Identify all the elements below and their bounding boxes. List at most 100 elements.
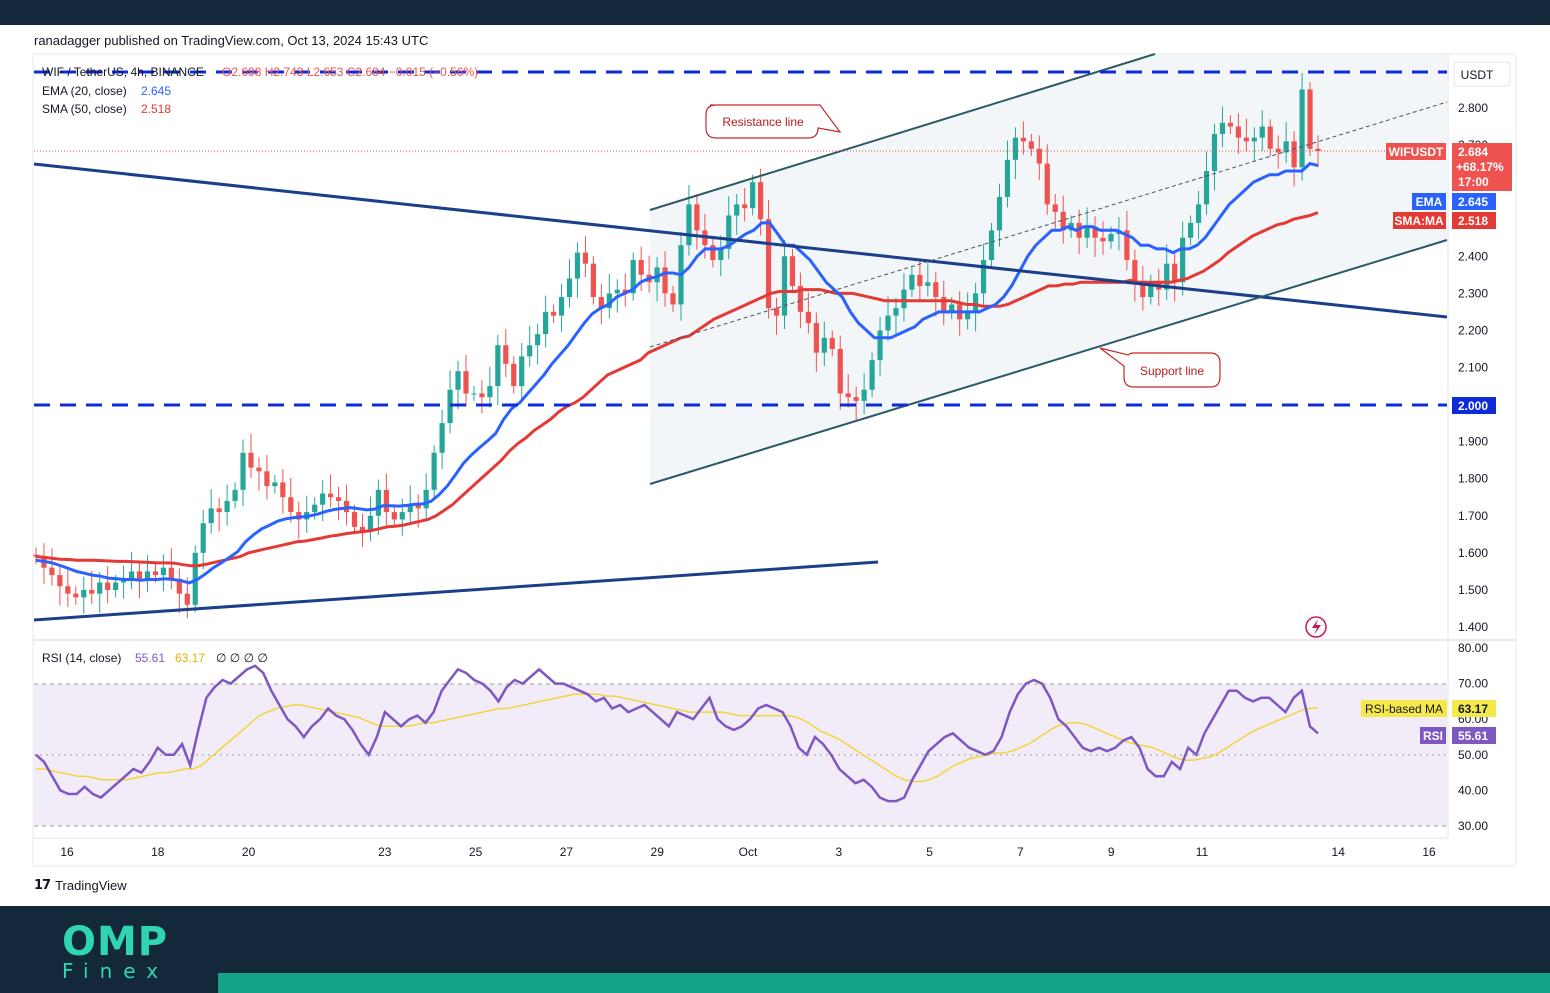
candle-body	[1251, 137, 1257, 142]
candle-body	[638, 259, 644, 275]
candle-body	[113, 582, 119, 590]
candle-body	[949, 304, 955, 312]
time-tick-label: 5	[926, 845, 933, 859]
tag-wifusdt-label: WIFUSDT	[1389, 145, 1444, 159]
candle-body	[519, 356, 525, 387]
candle-body	[431, 452, 437, 490]
candle-body	[582, 252, 589, 264]
candle-body	[503, 345, 509, 364]
candle-body	[550, 311, 557, 316]
tag-rsi-ma-label: RSI-based MA	[1365, 702, 1443, 716]
support-callout[interactable]: Support line	[1099, 347, 1221, 388]
candle-body	[264, 471, 270, 487]
price-tick-label: 1.500	[1458, 583, 1488, 597]
candle-body	[1100, 237, 1106, 242]
tag-rsi-ma[interactable]: RSI-based MA 63.17	[1361, 700, 1496, 717]
time-tick-label: 3	[835, 845, 842, 859]
lightning-icon[interactable]	[1305, 616, 1327, 638]
tag-ema-label: EMA	[1416, 195, 1443, 209]
time-tick-label: 29	[651, 845, 665, 859]
time-tick-label: 16	[60, 845, 74, 859]
tag-ema[interactable]: EMA 2.645	[1412, 193, 1496, 210]
candle-body	[980, 259, 987, 294]
candle-body	[1243, 137, 1249, 142]
channel-lower-line[interactable]	[649, 239, 1448, 485]
candle-body	[495, 345, 501, 387]
tag-sma[interactable]: SMA:MA 2.518	[1393, 212, 1496, 229]
candle-body	[758, 182, 764, 220]
time-tick-label: Oct	[739, 845, 758, 859]
candle-body	[877, 330, 883, 361]
candle-body	[312, 504, 318, 513]
tag-wifusdt-value: 2.684	[1458, 145, 1488, 159]
candle-body	[1132, 259, 1138, 283]
candle-body	[734, 204, 740, 216]
channel-upper-line[interactable]	[649, 53, 1156, 211]
candle-body	[1203, 171, 1210, 205]
price-axis[interactable]: 2.8002.7002.4002.3002.2002.1001.9001.800…	[1458, 101, 1488, 634]
candle-body	[256, 467, 262, 472]
candle-body	[710, 245, 716, 260]
candle-body	[837, 348, 843, 394]
channel-area	[650, 54, 1447, 484]
candle-body	[1020, 137, 1026, 142]
candle-body	[160, 567, 167, 576]
candle-body	[375, 489, 381, 516]
omp-logo: OMP	[62, 919, 169, 965]
candle-body	[933, 282, 939, 298]
candle-body	[996, 196, 1003, 231]
candle-body	[248, 452, 254, 468]
resistance-callout[interactable]: Resistance line	[705, 104, 842, 139]
candle-body	[917, 274, 923, 286]
rsi-tick-label: 30.00	[1458, 819, 1488, 833]
ema-legend-value: 2.645	[141, 84, 171, 98]
sma-50-line	[35, 211, 1319, 568]
ascending-trendline[interactable]	[33, 560, 879, 622]
candle-body	[1148, 282, 1154, 298]
candle-body	[57, 575, 63, 587]
time-tick-label: 16	[1422, 845, 1436, 859]
rsi-legend-extra: ∅ ∅ ∅ ∅	[216, 651, 268, 665]
candle-body	[1187, 222, 1194, 238]
candle-body	[973, 293, 979, 312]
candle-body	[1028, 141, 1034, 149]
candle-body	[965, 311, 971, 320]
tag-rsi[interactable]: RSI 55.61	[1420, 727, 1496, 744]
tag-sma-label: SMA:MA	[1394, 214, 1444, 228]
candle-body	[439, 423, 445, 453]
candle-body	[1180, 237, 1186, 283]
candle-body	[1227, 122, 1234, 127]
tag-wifusdt-countdown: 17:00	[1458, 175, 1489, 189]
candle-body	[407, 504, 413, 513]
candle-body	[1060, 211, 1066, 231]
candle-body	[1084, 226, 1090, 238]
candle-body	[168, 567, 174, 579]
time-axis[interactable]: 16 18 20 23 25 27 29 Oct 3 5 7 9 11 14 16	[60, 845, 1436, 859]
tag-rsi-label: RSI	[1423, 729, 1443, 743]
support-label: Support line	[1140, 364, 1204, 378]
candle-body	[1291, 141, 1297, 168]
chart-frame	[32, 53, 1517, 867]
candle-body	[335, 497, 342, 501]
tradingview-brand[interactable]: 17 TradingView	[34, 878, 127, 893]
candle-body	[399, 512, 405, 520]
candle-body	[97, 582, 103, 594]
candle-body	[1044, 163, 1050, 205]
top-bar	[0, 0, 1550, 25]
ema-legend-label: EMA (20, close)	[42, 84, 127, 98]
moving-averages	[35, 161, 1319, 585]
channel-midline[interactable]	[649, 101, 1448, 348]
time-tick-label: 23	[378, 845, 392, 859]
candle-body	[1219, 122, 1226, 134]
tag-level-2000[interactable]: 2.000	[1452, 397, 1496, 414]
time-tick-label: 20	[242, 845, 256, 859]
descending-trendline[interactable]	[33, 162, 1448, 319]
tag-wifusdt[interactable]: WIFUSDT 2.684 +68.17% 17:00	[1386, 143, 1512, 191]
rsi-ma-legend-value: 63.17	[175, 651, 205, 665]
candle-body	[805, 311, 811, 324]
currency-box[interactable]	[1453, 61, 1511, 87]
candle-body	[781, 256, 788, 316]
price-tick-label: 1.400	[1458, 620, 1488, 634]
candle-body	[670, 293, 676, 305]
